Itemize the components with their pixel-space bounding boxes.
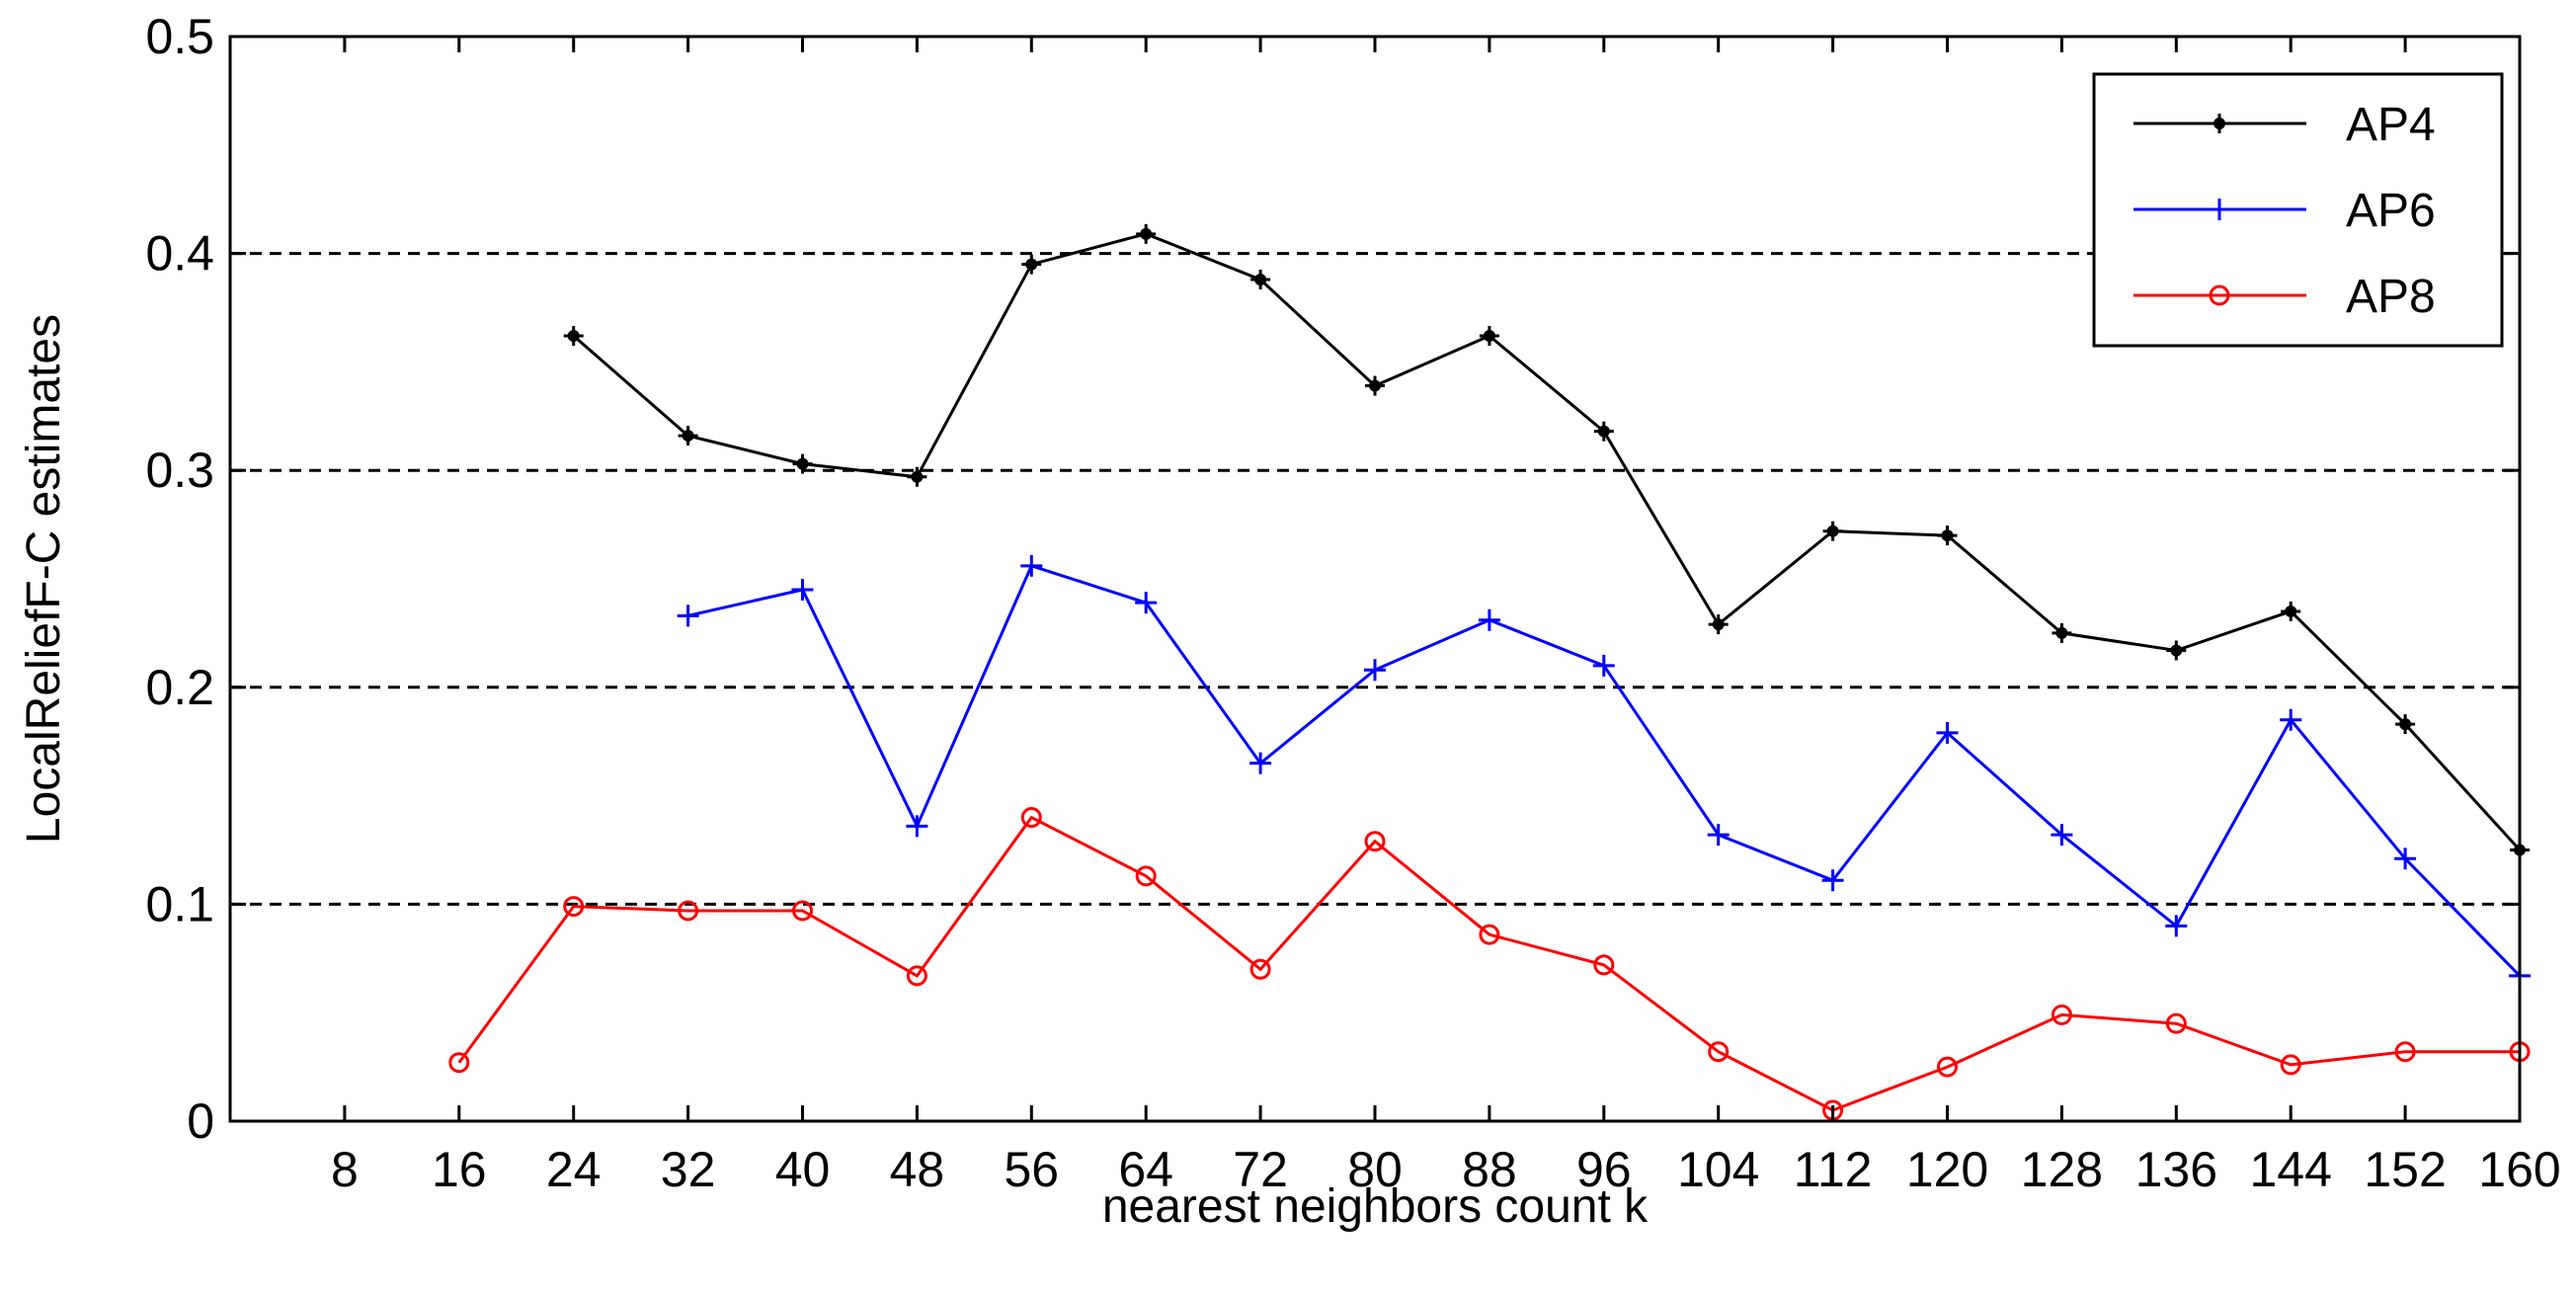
x-tick-label: 40 — [775, 1142, 831, 1197]
data-point — [1707, 824, 1730, 847]
data-point — [2165, 915, 2188, 937]
series-ap4 — [563, 223, 2530, 860]
x-tick-label: 64 — [1118, 1142, 1173, 1197]
y-tick-label: 0.3 — [145, 443, 214, 498]
data-point — [2280, 708, 2302, 731]
data-point — [1364, 659, 1386, 682]
data-point — [1249, 752, 1272, 774]
data-point — [1708, 1041, 1730, 1063]
data-point — [2395, 714, 2416, 735]
data-point — [1364, 831, 1386, 852]
data-point — [677, 605, 699, 627]
y-tick-label: 0.5 — [145, 9, 214, 64]
legend-swatch-marker — [2210, 114, 2229, 133]
data-point — [2166, 640, 2187, 661]
legend-swatch-marker — [2209, 284, 2230, 306]
x-tick-label: 48 — [890, 1142, 945, 1197]
x-tick-label: 24 — [546, 1142, 602, 1197]
data-point — [1822, 521, 1843, 541]
legend: AP4 AP6 AP8 — [2092, 72, 2504, 348]
data-point — [2051, 1004, 2072, 1025]
series-ap8 — [448, 807, 2531, 1121]
data-point — [1593, 421, 1614, 442]
data-point — [792, 900, 813, 922]
legend-label: AP4 — [2346, 99, 2436, 151]
data-point — [2394, 848, 2417, 870]
data-point — [1021, 254, 1042, 275]
data-point — [1821, 869, 1844, 892]
data-point — [1020, 554, 1043, 577]
x-tick-label: 8 — [331, 1142, 359, 1197]
series-line — [457, 815, 2520, 1112]
data-point — [1479, 326, 1499, 347]
data-point — [2052, 622, 2072, 643]
y-tick-label: 0.2 — [145, 660, 214, 715]
data-point — [678, 900, 699, 922]
data-point — [1249, 958, 1271, 980]
data-point — [2281, 601, 2301, 621]
data-point — [792, 453, 813, 474]
legend-entry-ap4: AP4 — [2133, 99, 2436, 151]
x-tick-label: 144 — [2249, 1142, 2331, 1197]
y-tick-label: 0.1 — [145, 876, 214, 931]
data-point — [791, 578, 814, 601]
x-tick-label: 88 — [1462, 1142, 1517, 1197]
y-tick-label: 0 — [187, 1093, 214, 1149]
data-point — [448, 1052, 470, 1074]
x-tick-label: 104 — [1677, 1142, 1759, 1197]
x-axis: 8 16 24 32 40 48 56 64 72 80 88 96 104 112 120 128 136 14… — [331, 37, 2561, 1197]
data-point — [1365, 375, 1385, 396]
series-ap6 — [677, 554, 2531, 987]
y-axis-label: LocalReliefF-C estimates — [18, 314, 70, 844]
x-tick-label: 72 — [1233, 1142, 1288, 1197]
data-point — [1708, 614, 1729, 635]
data-point — [2051, 824, 2073, 847]
x-tick-label: 128 — [2021, 1142, 2103, 1197]
x-axis-label: nearest neighbors count k — [1102, 1180, 1649, 1233]
x-tick-label: 96 — [1576, 1142, 1632, 1197]
x-tick-label: 16 — [432, 1142, 487, 1197]
data-point — [1478, 608, 1500, 631]
data-point — [1136, 223, 1157, 244]
legend-entry-ap6: AP6 — [2133, 185, 2436, 237]
data-point — [678, 426, 698, 446]
data-point — [1250, 269, 1271, 289]
x-tick-label: 56 — [1004, 1142, 1059, 1197]
x-tick-label: 32 — [661, 1142, 716, 1197]
series-line — [572, 232, 2522, 851]
legend-entry-ap8: AP8 — [2133, 271, 2436, 323]
data-point — [1135, 865, 1157, 887]
x-tick-label: 80 — [1347, 1142, 1403, 1197]
data-point — [1020, 807, 1042, 829]
series-layer — [448, 223, 2531, 1121]
data-point — [906, 965, 927, 987]
x-tick-label: 152 — [2364, 1142, 2446, 1197]
legend-label: AP8 — [2346, 271, 2436, 323]
data-point — [1135, 592, 1158, 614]
y-tick-label: 0.4 — [145, 226, 214, 282]
legend-label: AP6 — [2346, 185, 2436, 237]
data-point — [563, 326, 584, 347]
data-point — [1479, 924, 1500, 945]
data-point — [2394, 1041, 2416, 1063]
x-tick-label: 136 — [2135, 1142, 2217, 1197]
data-point — [2165, 1012, 2187, 1034]
data-point — [906, 815, 928, 838]
data-point — [563, 896, 585, 918]
data-point — [1936, 721, 1959, 744]
data-point — [2280, 1054, 2301, 1076]
data-point — [1592, 654, 1615, 677]
x-tick-label: 160 — [2478, 1142, 2560, 1197]
data-point — [1593, 954, 1615, 976]
data-point — [1937, 526, 1958, 546]
x-tick-label: 120 — [1906, 1142, 1988, 1197]
y-axis: 0 0.1 0.2 0.3 0.4 0.5 — [145, 9, 2520, 1149]
legend-swatch-marker — [2209, 199, 2230, 220]
data-point — [907, 466, 927, 487]
x-tick-label: 112 — [1794, 1142, 1873, 1197]
data-point — [1937, 1056, 1958, 1078]
